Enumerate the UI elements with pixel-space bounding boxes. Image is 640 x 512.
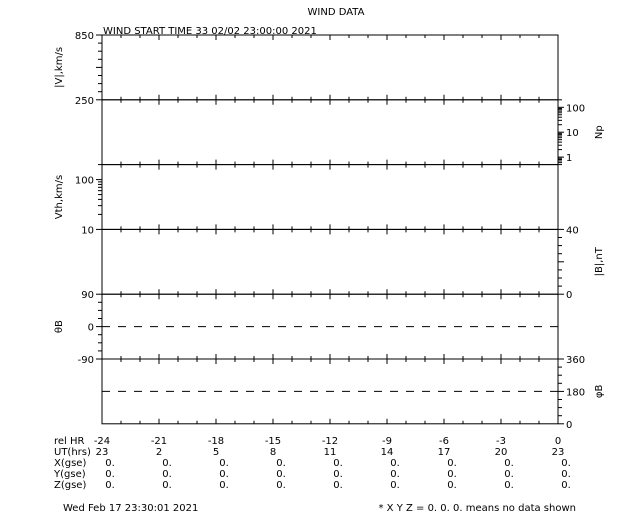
table-cell: 0. [504,480,514,491]
panel-frame [101,164,559,230]
panel-3: 40 0 |B|,nT [101,225,605,301]
y-tick-label: 100 [566,103,585,114]
table-cell: 0. [105,469,115,480]
panel-5: 360 180 0 φB [101,355,605,431]
panel-0: 850 250 |V|,km/s [54,31,559,107]
y-tick-label: 0 [566,290,572,301]
table-row-label: UT(hrs) [54,447,91,458]
table-cell: -15 [265,436,281,447]
table-cell: 11 [324,447,337,458]
table-cell: 20 [495,447,508,458]
table-cell: 0. [447,480,457,491]
table-cell: -24 [94,436,110,447]
y-tick-label: 250 [75,96,94,107]
table-cell: 0. [333,469,343,480]
y-tick-label: 1 [566,153,572,164]
table-cell: 0. [333,480,343,491]
y-tick-label: -90 [78,355,94,366]
table-cell: 14 [381,447,394,458]
table-cell: -6 [439,436,449,447]
table-cell: 0. [219,469,229,480]
y-tick-label: 100 [75,176,94,187]
chart-subtitle: WIND START TIME 33 02/02 23:00:00 2021 [103,26,317,37]
footer-note: * X Y Z = 0. 0. 0. means no data shown [378,503,576,512]
y-axis-label: |B|,nT [594,246,605,276]
table-cell: 0. [219,480,229,491]
table-cell: 0. [276,469,286,480]
table-cell: 0. [504,469,514,480]
y-axis-label: |V|,km/s [54,47,65,88]
table-cell: 0. [447,469,457,480]
table-cell: 8 [270,447,276,458]
table-cell: 0. [447,458,457,469]
table-cell: 0. [504,458,514,469]
panel-1: 100 10 1 Np [101,99,605,166]
panel-2: 100 10 Vth,km/s [54,164,559,236]
y-tick-label: 850 [75,31,94,42]
table-cell: 0. [390,458,400,469]
y-tick-label: 360 [566,355,585,366]
panel-frame [101,34,559,101]
table-cell: 2 [156,447,162,458]
footer-timestamp: Wed Feb 17 23:30:01 2021 [63,503,198,512]
y-axis-label: θB [54,320,65,333]
y-tick-label: 90 [81,290,94,301]
table-row-label: rel HR [54,436,85,447]
table-cell: 0. [162,469,172,480]
table-cell: 0. [162,480,172,491]
table-cell: -12 [322,436,338,447]
panel-frame [101,99,559,166]
table-cell: 0. [105,458,115,469]
table-cell: 5 [213,447,219,458]
table-cell: 0. [561,458,571,469]
table-cell: 23 [552,447,565,458]
y-tick-label: 10 [566,128,579,139]
table-cell: 0. [561,480,571,491]
table-row-label: X(gse) [54,458,86,469]
panel-frame [101,228,559,295]
table-cell: 0. [390,480,400,491]
y-tick-label: 40 [566,225,579,236]
y-tick-label: 10 [81,225,94,236]
table-cell: 0. [561,469,571,480]
y-tick-label: 180 [566,387,585,398]
chart-title: WIND DATA [308,7,365,18]
table-cell: 23 [96,447,109,458]
panel-4: 90 0 -90 θB [54,290,559,366]
table-row-label: Z(gse) [54,480,86,491]
table-cell: -9 [382,436,392,447]
table-cell: -18 [208,436,224,447]
table-cell: 0. [333,458,343,469]
y-axis-label: Np [594,125,605,139]
y-tick-label: 0 [88,323,94,334]
table-cell: -3 [496,436,506,447]
y-axis-label: φB [594,385,605,399]
table-cell: 0. [390,469,400,480]
table-cell: 0. [105,480,115,491]
table-cell: -21 [151,436,167,447]
table-cell: 0. [276,480,286,491]
table-row-label: Y(gse) [53,469,86,480]
y-tick-label: 0 [566,420,572,431]
y-axis-label: Vth,km/s [54,175,65,219]
table-cell: 0. [219,458,229,469]
table-cell: 0. [276,458,286,469]
table-cell: 17 [438,447,451,458]
table-cell: 0 [555,436,561,447]
table-cell: 0. [162,458,172,469]
